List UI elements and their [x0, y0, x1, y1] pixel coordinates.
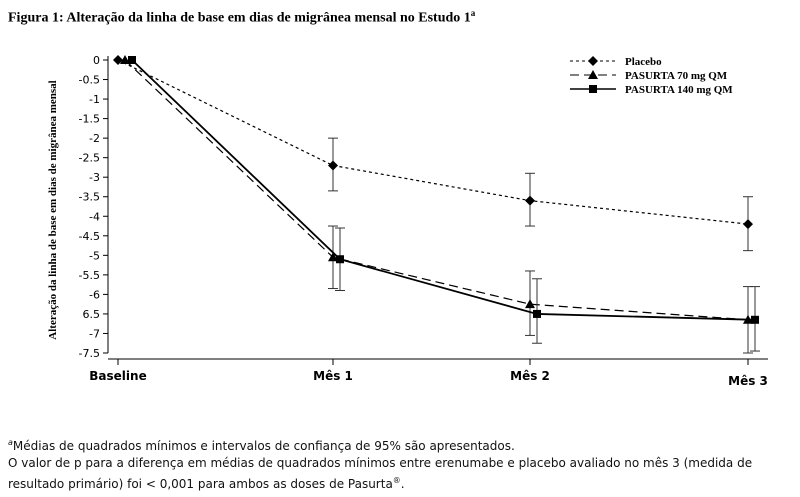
footnote-a-marker: a: [8, 438, 13, 447]
legend-marker: [588, 70, 598, 79]
y-tick-label: -2: [89, 132, 100, 145]
footnote-a-text: Médias de quadrados mínimos e intervalos…: [12, 439, 515, 453]
y-tick-label: -5: [89, 249, 100, 262]
data-point: [525, 299, 535, 309]
y-tick-label: -7.5: [79, 347, 100, 360]
footnote-a: aMédias de quadrados mínimos e intervalo…: [8, 434, 793, 455]
series-line: [131, 59, 756, 321]
series-line: [124, 59, 749, 321]
y-tick-label: -7: [89, 327, 100, 340]
legend-marker: [589, 85, 597, 93]
data-point: [113, 55, 123, 65]
y-tick-label: -4: [89, 210, 100, 223]
legend-label: PASURTA 140 mg QM: [625, 84, 733, 96]
series-0: [113, 55, 753, 252]
series-1: [120, 55, 753, 354]
figure-title-text: Figura 1: Alteração da linha de base em …: [8, 10, 471, 26]
data-point: [120, 55, 130, 64]
y-tick-label: -5.5: [79, 269, 100, 282]
data-point: [328, 252, 338, 262]
y-tick-label: -6: [89, 288, 100, 301]
data-point: [751, 315, 759, 324]
legend-entry-1: PASURTA 70 mg QM: [570, 70, 728, 82]
line-chart: 0 -0.5 -1 -1.5 -2 -2.5 -3 -3.5 -4 -4.5 -5 -5.5 -6 6.5…: [47, 54, 768, 388]
data-point: [525, 195, 535, 206]
footnote-b-text: O valor de p para a diferença em médias …: [8, 456, 753, 491]
footnote-b: O valor de p para a diferença em médias …: [8, 455, 793, 493]
footnote-b-end: .: [400, 477, 405, 491]
y-tick-label: -1.5: [79, 113, 100, 126]
data-point: [533, 309, 541, 318]
y-tick-label: 0: [93, 54, 100, 67]
data-point: [743, 219, 753, 230]
y-tick-label: -3.5: [79, 191, 100, 204]
data-point: [336, 255, 344, 264]
legend-marker: [588, 56, 598, 66]
y-tick-label: -0.5: [79, 74, 100, 87]
footnotes: aMédias de quadrados mínimos e intervalo…: [8, 434, 793, 493]
y-tick-label: 6.5: [83, 308, 101, 321]
series-2: [128, 56, 760, 352]
x-tick-label: Mês 1: [313, 369, 353, 383]
legend-label: PASURTA 70 mg QM: [625, 70, 728, 82]
y-tick-label: -4.5: [79, 230, 100, 243]
data-point: [328, 160, 338, 171]
y-tick-label: -3: [89, 171, 100, 184]
data-point: [128, 56, 136, 64]
x-tick-label: Mês 2: [510, 369, 550, 383]
footnote-b-superscript: ®: [392, 476, 401, 485]
y-axis-label: Alteração da linha de base em dias de mi…: [47, 80, 59, 339]
figure-title: Figura 1: Alteração da linha de base em …: [8, 8, 475, 27]
y-tick-label: -2.5: [79, 152, 100, 165]
chart-legend: Placebo PASURTA 70 mg QM PASURTA 140 mg QM: [570, 56, 733, 96]
x-tick-label: Mês 3: [728, 374, 768, 388]
x-tick-label: Baseline: [89, 369, 146, 383]
series-layer: [113, 55, 760, 354]
legend-label: Placebo: [625, 56, 662, 68]
legend-entry-0: Placebo: [570, 56, 662, 68]
legend-entry-2: PASURTA 140 mg QM: [570, 84, 733, 96]
chart-axes: 0 -0.5 -1 -1.5 -2 -2.5 -3 -3.5 -4 -4.5 -5 -5.5 -6 6.5…: [79, 54, 768, 388]
figure-title-superscript: a: [470, 8, 476, 18]
y-tick-label: -1: [89, 93, 100, 106]
